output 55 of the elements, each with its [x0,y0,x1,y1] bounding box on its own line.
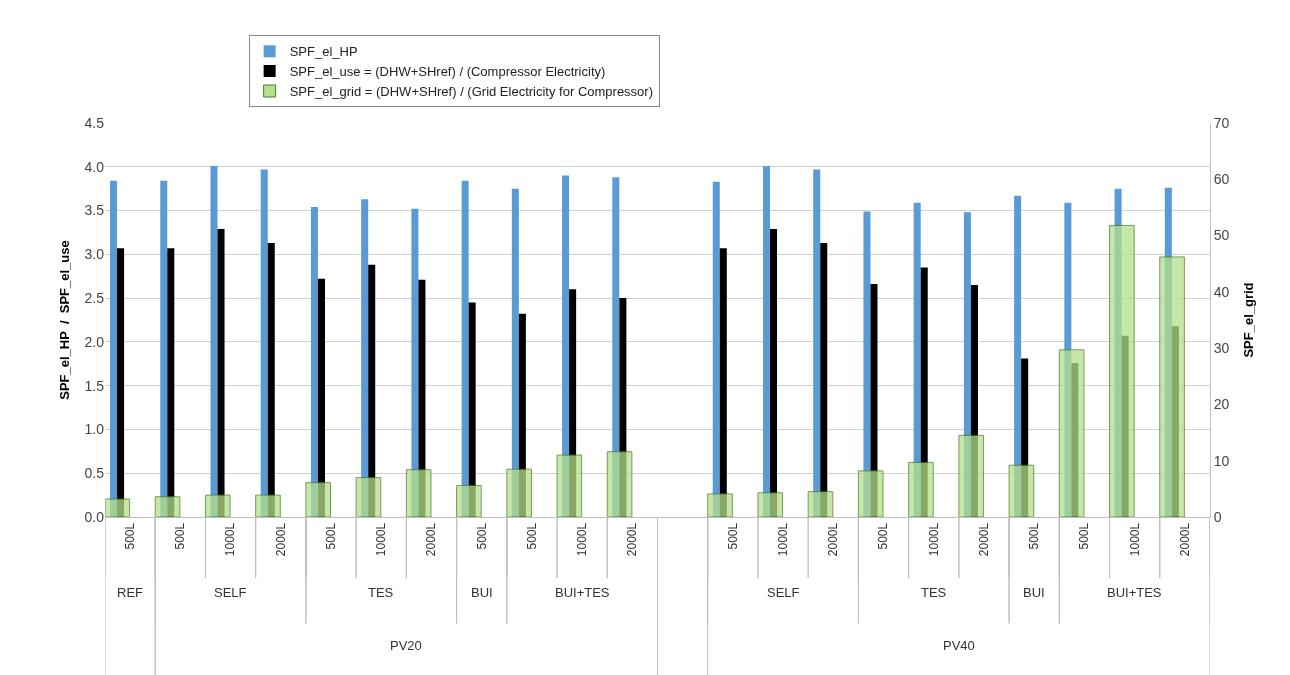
y2-tick-label: 70 [1213,114,1230,131]
x-tick-label: 500L [474,522,489,550]
x-tick-label: 1000L [1127,522,1142,557]
y2-tick-label: 20 [1213,396,1230,413]
y2-tick-label: 40 [1213,283,1230,300]
x-tick-label: 2000L [273,522,288,557]
y-tick-label: 4.0 [84,158,105,175]
x-tick-label: 500L [323,522,338,550]
text: SELF [767,585,800,600]
text: BUI+TES [1107,585,1162,600]
y-tick-label: 0.0 [84,508,105,525]
x-tick-label: 1000L [575,522,590,557]
text: TES [368,585,394,600]
text: PV20 [390,638,422,653]
legend-label: SPF_el_HP [289,44,358,60]
x-tick-label: 500L [1027,522,1042,550]
text: TES [921,585,947,600]
y2-tick-label: 0 [1213,508,1222,525]
y-tick-label: 1.5 [84,377,105,394]
y2-axis-title: SPF_el_grid [1240,282,1256,358]
legend-label: SPF_el_grid = (DHW+SHref) / (Grid Electricity for Compressor) [289,84,654,100]
text: SELF [214,585,247,600]
x-tick-label: 1000L [374,522,389,557]
x-tick-label: 500L [725,522,740,550]
x-tick-label: 2000L [424,522,439,557]
y-axis-title: SPF_el_HP / SPF_el_use [57,240,72,400]
x-tick-label: 1000L [223,522,238,557]
y-tick-label: 4.5 [84,114,105,131]
text: BUI [471,585,493,600]
text: BUI [1023,585,1045,600]
x-tick-label: 1000L [775,522,790,557]
x-tick-label: 500L [173,522,188,550]
y2-tick-label: 60 [1213,171,1230,188]
y-tick-label: 3.5 [84,202,105,219]
text: PV40 [943,638,975,653]
text: REF [117,585,144,600]
y-tick-label: 0.5 [84,465,105,482]
x-tick-label: 500L [876,522,891,550]
x-tick-label: 500L [524,522,539,550]
x-tick-label: 1000L [926,522,941,557]
y-tick-label: 1.0 [84,421,105,438]
y-tick-label: 2.0 [84,333,105,350]
y-tick-label: 3.0 [84,246,105,263]
x-tick-label: 2000L [826,522,841,557]
y-tick-label: 2.5 [84,290,105,307]
y2-tick-label: 50 [1213,227,1230,244]
x-tick-label: 2000L [1177,522,1192,557]
text: BUI+TES [555,585,610,600]
x-tick-label: 2000L [976,522,991,557]
y2-tick-label: 10 [1213,452,1230,469]
y2-tick-label: 30 [1213,340,1230,357]
x-tick-label: 2000L [625,522,640,557]
legend-label: SPF_el_use = (DHW+SHref) / (Compressor Electricity) [289,64,606,80]
x-tick-label: 500L [123,522,138,550]
x-tick-label: 500L [1077,522,1092,550]
